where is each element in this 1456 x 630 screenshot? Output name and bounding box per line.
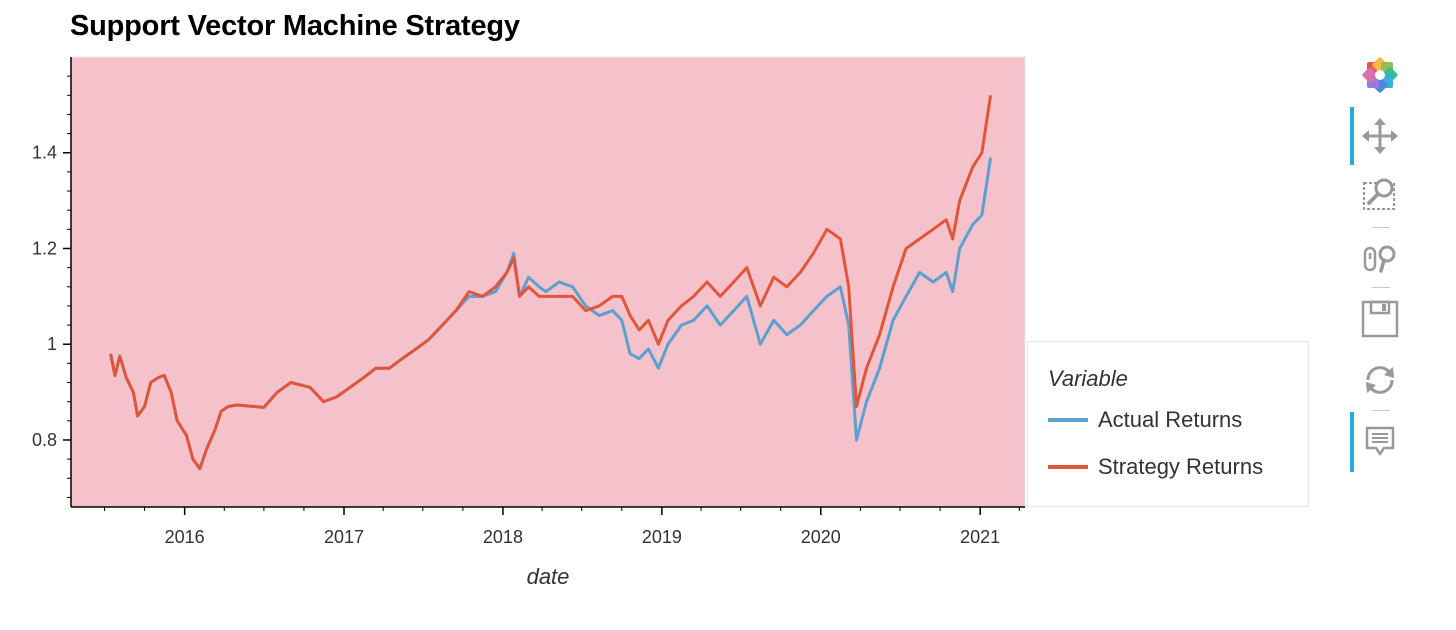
hover-icon[interactable] xyxy=(1360,422,1400,462)
legend-item-strategy-returns[interactable]: Strategy Returns xyxy=(1048,452,1263,482)
x-tick-label: 2016 xyxy=(165,527,205,547)
x-axis-title: date xyxy=(527,564,570,589)
y-tick-label: 1.4 xyxy=(32,143,57,163)
hover-active-indicator xyxy=(1350,412,1354,472)
x-tick-label: 2018 xyxy=(483,527,523,547)
plot-area[interactable] xyxy=(70,56,1026,508)
legend-swatch-actual-returns xyxy=(1048,418,1088,422)
x-tick-label: 2021 xyxy=(960,527,1000,547)
pan-active-indicator xyxy=(1350,107,1354,165)
series-layer xyxy=(109,95,993,471)
wheel-zoom-icon[interactable] xyxy=(1360,238,1400,278)
box-zoom-icon[interactable] xyxy=(1360,173,1400,213)
reset-icon[interactable] xyxy=(1360,360,1400,400)
pan-icon[interactable] xyxy=(1360,116,1400,156)
legend-title: Variable xyxy=(1048,366,1128,391)
series-line-strategy-returns xyxy=(109,95,993,471)
legend-label-actual-returns: Actual Returns xyxy=(1098,407,1243,432)
toolbar-separator xyxy=(1372,410,1390,411)
chart-title: Support Vector Machine Strategy xyxy=(70,10,520,42)
save-icon[interactable] xyxy=(1360,299,1400,339)
y-tick-label: 0.8 xyxy=(32,430,57,450)
y-tick-label: 1.2 xyxy=(32,238,57,258)
y-tick-label: 1 xyxy=(47,334,57,354)
toolbar-separator xyxy=(1372,287,1390,288)
x-tick-label: 2019 xyxy=(642,527,682,547)
axes: 0.8 1 1.2 1.4 2016 2017 2018 2019 2020 2021 xyxy=(32,57,1025,547)
toolbar-separator xyxy=(1372,227,1390,228)
bokeh-logo-icon xyxy=(1360,55,1400,95)
legend-label-strategy-returns: Strategy Returns xyxy=(1098,454,1264,479)
legend-item-actual-returns[interactable]: Actual Returns xyxy=(1048,405,1242,435)
toolbar xyxy=(1350,50,1410,490)
legend-swatch-strategy-returns xyxy=(1048,465,1088,469)
chart-canvas[interactable]: 0.8 1 1.2 1.4 2016 2017 2018 2019 2020 2021 date xyxy=(0,0,1340,630)
x-tick-label: 2017 xyxy=(324,527,364,547)
x-tick-label: 2020 xyxy=(801,527,841,547)
legend: Variable Actual Returns Strategy Returns xyxy=(1027,341,1309,507)
